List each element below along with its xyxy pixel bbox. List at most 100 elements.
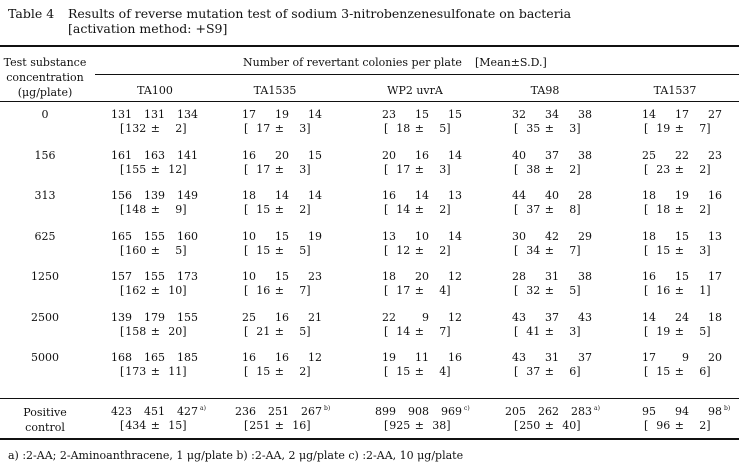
mean-value: 160: [125, 243, 147, 257]
colony-count: 19: [675, 189, 689, 202]
plus-minus: ±: [150, 122, 160, 135]
result-cell: 14 17 27 [19 ±7]: [632, 108, 739, 135]
sd-value: 5: [439, 122, 447, 135]
mean-value: 15: [256, 365, 271, 378]
plate-counts: 22 9 12: [372, 311, 482, 324]
plus-minus: ±: [150, 419, 160, 432]
colony-count: 16: [415, 148, 429, 162]
colony-count: 95: [642, 405, 656, 418]
plate-counts: 13 10 14: [372, 230, 482, 243]
colony-count: 31: [545, 270, 559, 283]
mean-sd: [32 ±5]: [514, 284, 581, 297]
mean-sd: [15 ±6]: [644, 365, 711, 378]
plate-counts: 43 31 37: [502, 351, 612, 364]
result-cell: 156 139 149 [148 ±9]: [108, 189, 218, 216]
colony-count: 155: [144, 229, 165, 243]
group-rule: [95, 74, 739, 75]
colony-count: 12: [448, 270, 462, 283]
plus-minus: ±: [544, 243, 554, 257]
colony-count: 14: [308, 108, 322, 121]
result-cell: 205 262 283 a) [250 ±40]: [502, 405, 612, 432]
colony-count: 31: [545, 351, 559, 364]
sd-value: 2: [699, 419, 707, 432]
colony-count: 10: [242, 229, 256, 243]
mean-sd: [16 ±1]: [644, 284, 711, 297]
plus-minus: ±: [674, 122, 684, 135]
mean-sd: [173 ±11]: [120, 365, 187, 378]
plate-counts: 161 163 141: [108, 149, 218, 162]
sd-value: 3: [299, 122, 307, 135]
sd-value: 20: [168, 324, 183, 338]
result-cell: 899 908 969 c) [925 ±38]: [372, 405, 482, 432]
colony-count: 43: [512, 351, 526, 364]
mean-value: 250: [519, 419, 541, 432]
colony-count: 262: [538, 405, 559, 418]
colony-count: 205: [505, 405, 526, 418]
plate-counts: 131 131 134: [108, 108, 218, 121]
plus-minus: ±: [674, 419, 684, 432]
plate-counts: 16 20 15: [232, 149, 342, 162]
mean-sd: [34 ±7]: [514, 243, 581, 257]
mean-sd: [155 ±12]: [120, 162, 187, 176]
mean-sd: [23 ±2]: [644, 162, 711, 176]
plate-counts: 23 15 15: [372, 108, 482, 121]
sd-value: 2: [699, 203, 707, 216]
colony-count: 161: [111, 148, 132, 162]
colony-count: 267: [301, 405, 322, 418]
plate-counts: 43 37 43: [502, 311, 612, 324]
mean-value: 34: [526, 243, 541, 257]
colony-count: 969: [441, 405, 462, 418]
plate-counts: 28 31 38: [502, 270, 612, 283]
sd-value: 5: [175, 243, 183, 257]
positive-control-label: Positive control: [0, 405, 90, 435]
colony-count: 149: [177, 189, 198, 202]
sd-value: 2: [439, 203, 447, 216]
colony-count: 423: [111, 405, 132, 418]
plus-minus: ±: [544, 365, 554, 378]
sd-value: 4: [439, 365, 447, 378]
plus-minus: ±: [544, 162, 554, 176]
result-cell: 139 179 155 [158 ±20]: [108, 311, 218, 338]
mean-value: 21: [256, 324, 271, 338]
sd-value: 2: [299, 203, 307, 216]
result-cell: 18 14 14 [15 ±2]: [232, 189, 342, 216]
mean-value: 18: [656, 203, 671, 216]
colony-count: 18: [642, 229, 656, 243]
mean-sd: [160 ±5]: [120, 243, 187, 257]
plus-minus: ±: [274, 284, 284, 297]
plus-minus: ±: [674, 243, 684, 257]
colony-count: 139: [144, 189, 165, 202]
result-cell: 165 155 160 [160 ±5]: [108, 230, 218, 257]
footnote-ref: a): [200, 405, 206, 412]
colony-count: 15: [415, 108, 429, 121]
footnote-ref: b): [324, 405, 331, 412]
mean-value: 17: [256, 122, 271, 135]
mean-value: 16: [256, 284, 271, 297]
colony-count: 38: [578, 270, 592, 283]
mean-sd: [35 ±3]: [514, 122, 581, 135]
result-cell: 25 16 21 [21 ±5]: [232, 311, 342, 338]
plate-counts: 16 14 13: [372, 189, 482, 202]
colony-count: 173: [177, 270, 198, 283]
sd-value: 15: [168, 419, 183, 432]
colony-count: 15: [448, 108, 462, 121]
plus-minus: ±: [274, 122, 284, 135]
mean-value: 251: [249, 419, 271, 432]
mean-value: 35: [526, 122, 541, 135]
result-cell: 14 24 18 [19 ±5]: [632, 311, 739, 338]
mean-value: 14: [396, 203, 411, 216]
mean-sd: [17 ±3]: [244, 162, 311, 176]
result-cell: 236 251 267 b) [251 ±16]: [232, 405, 342, 432]
mean-value: 15: [256, 243, 271, 257]
sd-value: 7: [569, 243, 577, 257]
colony-count: 32: [512, 108, 526, 121]
result-cell: 10 15 23 [16 ±7]: [232, 270, 342, 297]
plate-counts: 17 19 14: [232, 108, 342, 121]
colony-count: 139: [111, 310, 132, 324]
colony-count: 141: [177, 148, 198, 162]
mean-value: 17: [256, 162, 271, 176]
plus-minus: ±: [150, 203, 160, 216]
colony-count: 163: [144, 148, 165, 162]
plus-minus: ±: [544, 419, 554, 432]
colony-count: 22: [382, 310, 396, 324]
